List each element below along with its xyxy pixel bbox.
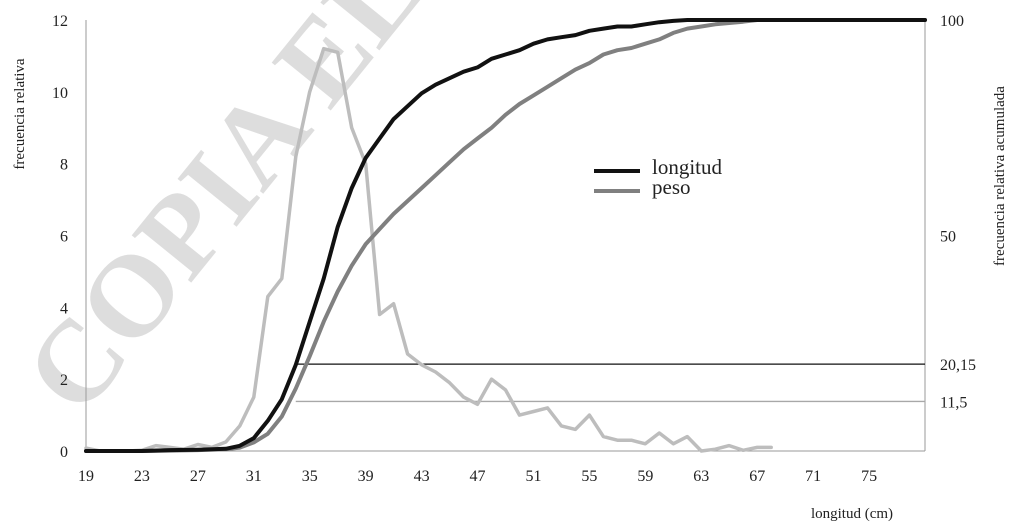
y-left-tick-labels: 0 2 4 6 8 10 12 [52, 13, 68, 461]
x-tick-label: 43 [414, 468, 430, 485]
series-line-frecuencia-relativa [84, 46, 773, 453]
y2-tick-label: 20,15 [940, 357, 976, 374]
watermark-layer: COPIA EL [1, 0, 447, 436]
x-tick-label: 71 [805, 468, 821, 485]
y-tick-label: 2 [60, 372, 68, 389]
x-tick-label: 47 [470, 468, 486, 485]
x-axis-title: longitud (cm) [811, 506, 893, 522]
y-axis-left-title: frecuencia relativa [12, 58, 28, 170]
x-tick-label: 75 [861, 468, 877, 485]
y2-tick-label: 100 [940, 13, 964, 30]
x-tick-label: 59 [637, 468, 653, 485]
y-tick-label: 10 [52, 85, 68, 102]
series-line-peso [84, 18, 927, 453]
y-right-tick-labels: 100 50 20,15 11,5 [940, 13, 976, 411]
y-tick-label: 8 [60, 157, 68, 174]
y-tick-label: 4 [60, 300, 68, 317]
series-line-longitud [84, 18, 927, 453]
legend-label-peso: peso [652, 175, 691, 199]
x-tick-label: 55 [581, 468, 597, 485]
x-tick-label: 23 [134, 468, 150, 485]
x-tick-label: 63 [693, 468, 709, 485]
x-tick-label: 35 [302, 468, 318, 485]
y-tick-label: 6 [60, 229, 68, 246]
x-tick-label: 19 [78, 468, 94, 485]
y2-tick-label: 11,5 [940, 394, 967, 411]
x-tick-label: 31 [246, 468, 262, 485]
y-axis-right-title: frecuencia relativa acumulada [992, 86, 1008, 266]
reference-lines [295, 363, 925, 403]
copia-watermark: COPIA EL [1, 0, 447, 436]
series-layer [84, 18, 927, 453]
y-tick-label: 0 [60, 444, 68, 461]
x-tick-label: 67 [749, 468, 765, 485]
x-tick-label: 27 [190, 468, 206, 485]
x-tick-labels: 19 23 27 31 35 39 43 47 51 55 59 63 67 71 75 [78, 468, 877, 485]
x-tick-label: 39 [358, 468, 374, 485]
legend-label-longitud: longitud [652, 155, 723, 179]
y2-tick-label: 50 [940, 229, 956, 246]
x-tick-label: 51 [525, 468, 541, 485]
y-tick-label: 12 [52, 13, 68, 30]
